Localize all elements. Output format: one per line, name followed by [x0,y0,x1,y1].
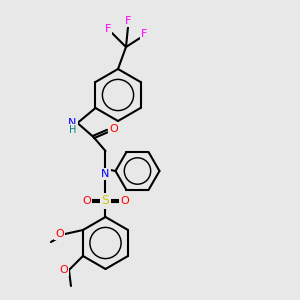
Text: N: N [68,118,77,128]
Text: F: F [125,16,131,26]
Text: F: F [105,24,111,34]
Text: F: F [141,29,147,39]
Text: O: O [109,124,118,134]
Text: O: O [56,229,64,239]
Text: S: S [101,194,110,208]
Text: O: O [60,265,68,275]
Text: N: N [101,169,110,179]
Text: O: O [120,196,129,206]
Text: H: H [69,125,76,135]
Text: O: O [82,196,91,206]
